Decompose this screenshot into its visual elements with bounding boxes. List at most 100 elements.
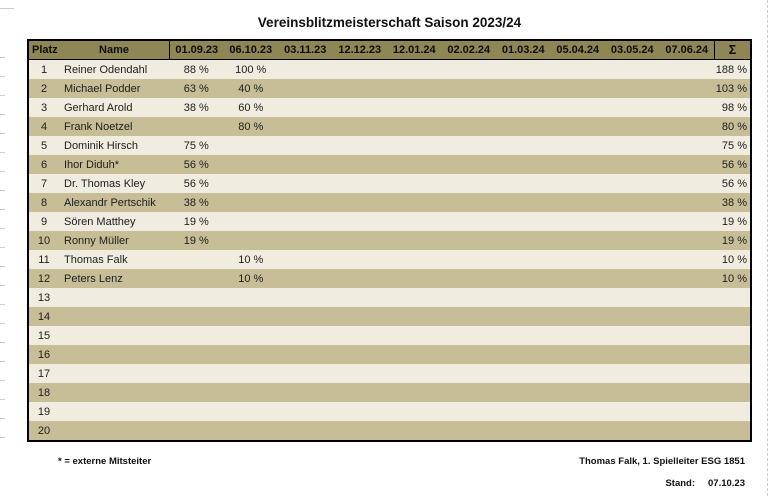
- page-title: Vereinsblitzmeisterschaft Saison 2023/24: [257, 15, 522, 30]
- rank-cell: 11: [38, 253, 50, 266]
- table-row: 5 Dominik Hirsch 75 % 75 %: [29, 136, 750, 155]
- gridline-dash: [0, 8, 14, 9]
- table-row: 13: [29, 288, 750, 307]
- header-date-03.11.23: 03.11.23: [284, 44, 327, 56]
- rank-cell: 6: [40, 158, 48, 171]
- sum-cell: 19 %: [721, 234, 747, 247]
- rank-cell: 1: [40, 63, 48, 76]
- player-name-cell: Reiner Odendahl: [64, 63, 148, 76]
- rank-cell: 15: [37, 329, 51, 342]
- table-row: 20: [29, 421, 750, 440]
- table-row: 17: [29, 364, 750, 383]
- table-row: 3 Gerhard Arold 38 % 60 % 98 %: [29, 98, 750, 117]
- table-row: 11 Thomas Falk 10 % 10 %: [29, 250, 750, 269]
- player-name-cell: Sören Matthey: [64, 215, 136, 228]
- player-name-cell: Dr. Thomas Kley: [64, 177, 146, 190]
- score-cell: 63 %: [183, 82, 209, 95]
- header-date-07.06.24: 07.06.24: [665, 44, 709, 56]
- sum-cell: 10 %: [721, 253, 747, 266]
- score-cell: 38 %: [183, 196, 209, 209]
- rank-cell: 10: [37, 234, 51, 247]
- results-table: Platz Name 01.09.23 06.10.23 03.11.23 12.12…: [27, 39, 752, 442]
- score-cell: 19 %: [183, 234, 209, 247]
- rank-cell: 18: [37, 386, 51, 399]
- player-name-cell: Gerhard Arold: [64, 101, 133, 114]
- header-date-12.01.24: 12.01.24: [392, 44, 436, 56]
- rank-cell: 8: [40, 196, 48, 209]
- table-row: 4 Frank Noetzel 80 % 80 %: [29, 117, 750, 136]
- table-body: 1 Reiner Odendahl 88 % 100 % 188 % 2 Michael P…: [29, 60, 750, 440]
- score-cell: 75 %: [183, 139, 209, 152]
- table-row: 8 Alexandr Pertschik 38 % 38 %: [29, 193, 750, 212]
- rank-cell: 13: [37, 291, 51, 304]
- rank-cell: 14: [37, 310, 51, 323]
- header-date-02.02.24: 02.02.24: [447, 44, 491, 56]
- rank-cell: 5: [40, 139, 48, 152]
- rank-cell: 17: [37, 367, 51, 380]
- score-cell: 80 %: [238, 120, 264, 133]
- table-row: 2 Michael Podder 63 % 40 % 103 %: [29, 79, 750, 98]
- rank-cell: 3: [40, 101, 48, 114]
- score-cell: 10 %: [238, 253, 264, 266]
- score-cell: 60 %: [238, 101, 264, 114]
- table-row: 7 Dr. Thomas Kley 56 % 56 %: [29, 174, 750, 193]
- player-name-cell: Ihor Diduh*: [64, 158, 120, 171]
- rank-cell: 2: [40, 82, 48, 95]
- sum-cell: 103 %: [715, 82, 747, 95]
- score-cell: 88 %: [183, 63, 209, 76]
- player-name-cell: Ronny Müller: [64, 234, 129, 247]
- sum-cell: 188 %: [715, 63, 747, 76]
- header-sum-sigma: Σ: [714, 41, 750, 59]
- rank-cell: 12: [37, 272, 51, 285]
- rank-cell: 16: [37, 348, 51, 361]
- player-name-cell: Frank Noetzel: [64, 120, 133, 133]
- table-row: 15: [29, 326, 750, 345]
- rank-cell: 7: [40, 177, 48, 190]
- sum-cell: 38 %: [721, 196, 747, 209]
- header-platz: Platz: [32, 44, 58, 56]
- table-header-row: Platz Name 01.09.23 06.10.23 03.11.23 12.12…: [29, 41, 750, 60]
- player-name-cell: Dominik Hirsch: [64, 139, 138, 152]
- stand-line: Stand: 07.10.23: [665, 478, 745, 489]
- player-name-cell: Peters Lenz: [64, 272, 123, 285]
- header-date-06.10.23: 06.10.23: [229, 44, 273, 56]
- signature-line: Thomas Falk, 1. Spielleiter ESG 1851: [579, 456, 745, 467]
- rank-cell: 4: [40, 120, 48, 133]
- table-row: 9 Sören Matthey 19 % 19 %: [29, 212, 750, 231]
- score-cell: 19 %: [183, 215, 209, 228]
- table-row: 18: [29, 383, 750, 402]
- table-row: 14: [29, 307, 750, 326]
- table-row: 1 Reiner Odendahl 88 % 100 % 188 %: [29, 60, 750, 79]
- rank-cell: 9: [40, 215, 48, 228]
- score-cell: 38 %: [183, 101, 209, 114]
- score-cell: 56 %: [183, 177, 209, 190]
- score-cell: 56 %: [183, 158, 209, 171]
- score-cell: 40 %: [238, 82, 264, 95]
- rank-cell: 20: [37, 424, 51, 437]
- external-players-legend: * = externe Mitsteiter: [58, 456, 152, 467]
- sum-cell: 19 %: [721, 215, 747, 228]
- sum-cell: 80 %: [721, 120, 747, 133]
- table-row: 10 Ronny Müller 19 % 19 %: [29, 231, 750, 250]
- stand-date: 07.10.23: [708, 478, 745, 489]
- header-name: Name: [99, 44, 129, 56]
- rank-cell: 19: [37, 405, 51, 418]
- player-name-cell: Thomas Falk: [64, 253, 128, 266]
- table-row: 19: [29, 402, 750, 421]
- player-name-cell: Alexandr Pertschik: [64, 196, 156, 209]
- page-break-line: [767, 0, 768, 496]
- sum-cell: 56 %: [721, 158, 747, 171]
- gridline-dashes-left: [0, 57, 5, 439]
- stand-label: Stand:: [665, 478, 696, 489]
- table-row: 6 Ihor Diduh* 56 % 56 %: [29, 155, 750, 174]
- player-name-cell: Michael Podder: [64, 82, 141, 95]
- sum-cell: 75 %: [721, 139, 747, 152]
- sum-cell: 56 %: [721, 177, 747, 190]
- header-date-12.12.23: 12.12.23: [338, 44, 382, 56]
- header-date-03.05.24: 03.05.24: [610, 44, 654, 56]
- header-date-01.09.23: 01.09.23: [169, 41, 224, 59]
- header-date-05.04.24: 05.04.24: [556, 44, 600, 56]
- score-cell: 10 %: [238, 272, 264, 285]
- sum-cell: 10 %: [721, 272, 747, 285]
